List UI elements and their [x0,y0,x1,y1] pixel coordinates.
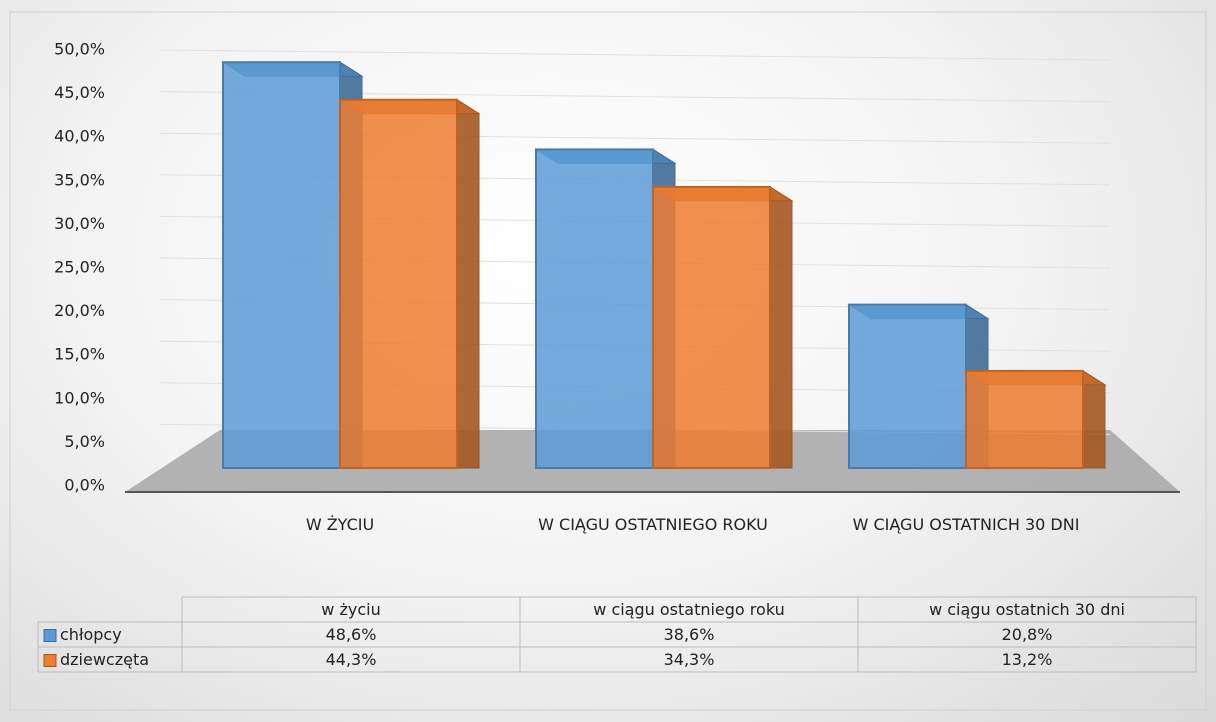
table-cell: 34,3% [664,650,715,669]
x-tick-label: W CIĄGU OSTATNIEGO ROKU [538,515,768,534]
y-tick-label: 15,0% [54,345,105,364]
chart-border [9,11,1207,711]
table-header: w ciągu ostatniego roku [593,600,784,619]
table-cell: 48,6% [326,625,377,644]
x-tick-label: W CIĄGU OSTATNICH 30 DNI [852,515,1080,534]
bar [652,185,771,470]
bar [535,148,654,470]
bar-side [1082,369,1106,469]
legend-swatch [43,629,57,642]
y-tick-label: 50,0% [54,40,105,59]
legend-swatch [43,654,57,667]
y-tick-label: 35,0% [54,170,105,189]
table-cell: 20,8% [1002,625,1053,644]
legend-label: chłopcy [60,625,122,644]
y-tick-label: 10,0% [54,388,105,407]
y-tick-label: 45,0% [54,83,105,102]
table-cell: 13,2% [1002,650,1053,669]
bar [339,98,458,469]
grid-line [159,49,1111,61]
y-tick-label: 30,0% [54,214,105,233]
bar [965,369,1084,469]
y-tick-label: 0,0% [64,476,105,495]
y-tick-label: 5,0% [64,432,105,451]
table-cell: 38,6% [664,625,715,644]
bar [848,303,967,469]
y-tick-label: 20,0% [54,301,105,320]
bar-side [769,185,793,469]
legend-label: dziewczęta [60,650,149,669]
y-tick-label: 25,0% [54,258,105,277]
table-header: w życiu [321,600,380,619]
y-tick-label: 40,0% [54,127,105,146]
bar-side [456,98,480,469]
table-cell: 44,3% [326,650,377,669]
table-header: w ciągu ostatnich 30 dni [929,600,1125,619]
x-tick-label: W ŻYCIU [305,515,375,534]
bar [222,61,341,469]
